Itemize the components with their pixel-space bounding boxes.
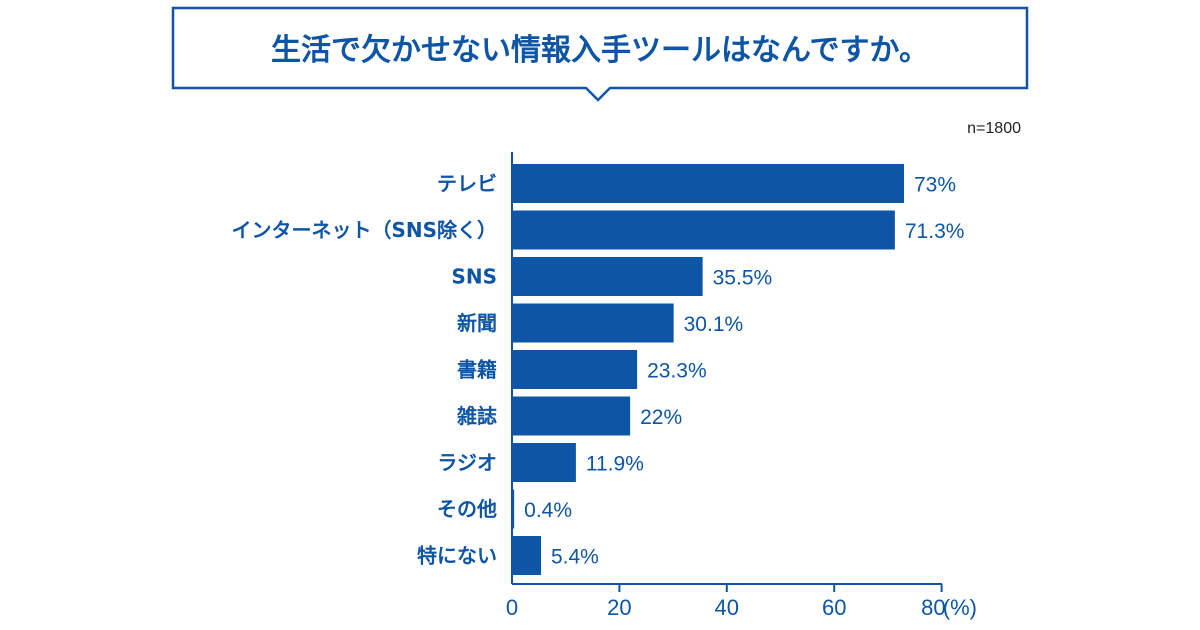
bar — [512, 443, 576, 482]
x-tick-label: 0 — [506, 595, 518, 620]
x-tick-label: 60 — [822, 595, 846, 620]
category-label: 新聞 — [457, 311, 497, 335]
value-label: 71.3% — [905, 220, 965, 243]
value-label: 35.5% — [713, 267, 773, 290]
category-label: SNS — [451, 265, 497, 289]
category-label: インターネット（SNS除く） — [231, 218, 497, 242]
bar — [512, 210, 895, 250]
x-tick-label: 80 — [921, 595, 945, 620]
category-label: その他 — [437, 497, 497, 521]
bars-group — [512, 164, 905, 575]
category-label: テレビ — [437, 172, 497, 196]
bar — [512, 303, 674, 343]
x-tick-label: 20 — [607, 595, 631, 620]
value-label: 0.4% — [524, 499, 572, 522]
value-label: 5.4% — [551, 546, 599, 569]
x-tick-label: 40 — [715, 595, 739, 620]
value-label: 11.9% — [586, 453, 644, 476]
value-labels: 73% 71.3% 35.5% 30.1% 23.3% 22% 11.9% 0.4% 5.4% — [524, 174, 964, 569]
bar — [512, 350, 638, 389]
value-label: 73% — [914, 174, 956, 197]
value-label: 22% — [640, 406, 682, 429]
category-label: 特にない — [417, 544, 497, 568]
bar — [512, 164, 905, 203]
bar — [512, 489, 515, 529]
bar — [512, 396, 631, 436]
value-label: 30.1% — [684, 313, 744, 336]
x-axis-unit: (%) — [943, 595, 977, 620]
bar — [512, 536, 541, 575]
category-label: 雑誌 — [456, 404, 497, 428]
bar — [512, 257, 703, 296]
category-label: 書籍 — [457, 358, 497, 382]
value-label: 23.3% — [647, 360, 707, 383]
sample-size-label: n=1800 — [967, 120, 1021, 137]
category-label: ラジオ — [437, 451, 497, 475]
x-axis-ticks: 0 20 40 60 80 — [506, 584, 946, 620]
title-callout-box — [171, 6, 1029, 102]
chart-title: 生活で欠かせない情報入手ツールはなんですか。 — [271, 33, 929, 68]
